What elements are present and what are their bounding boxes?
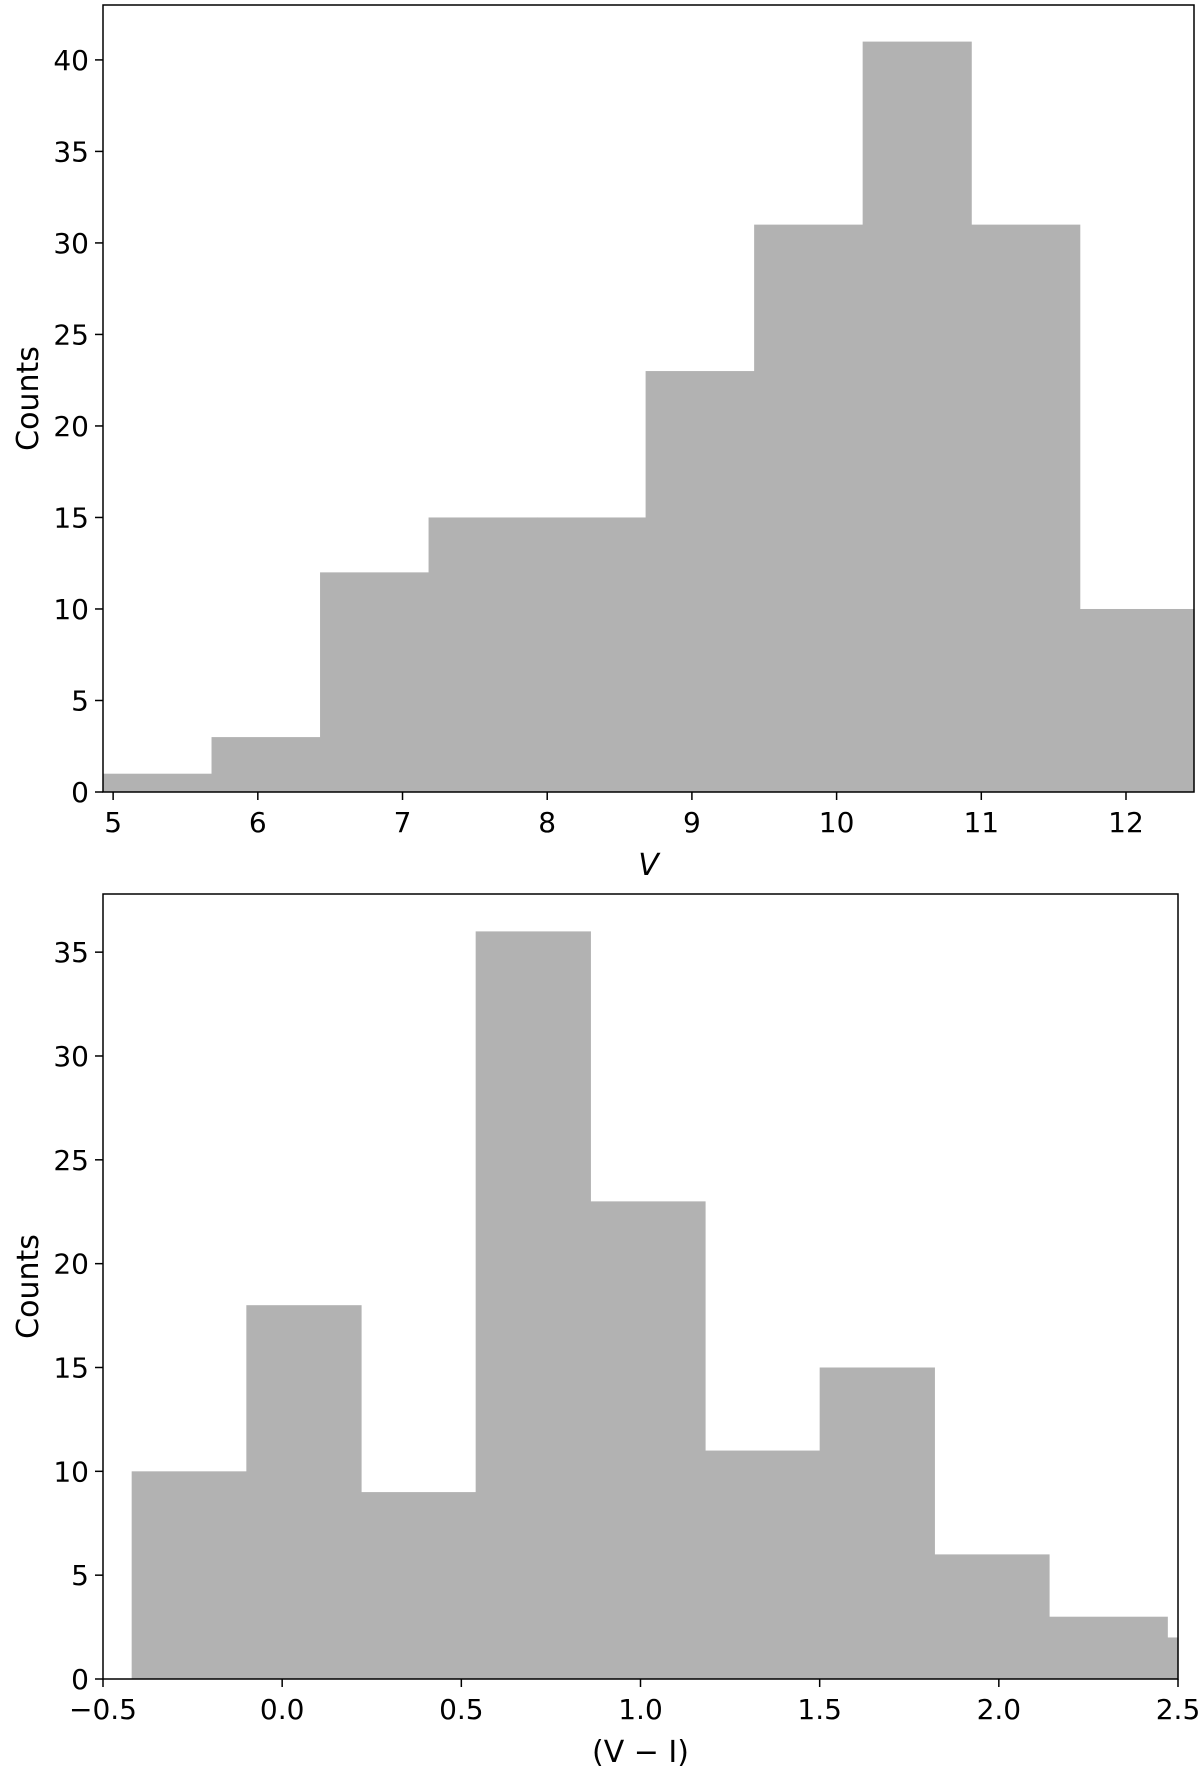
y-tick-label: 15 — [53, 501, 89, 534]
histogram-bar — [211, 737, 321, 792]
y-tick-label: 25 — [53, 318, 89, 351]
y-tick-label: 5 — [71, 684, 89, 717]
histogram-bar — [537, 517, 647, 792]
x-tick-label: −0.5 — [69, 1693, 137, 1726]
histogram-bar — [705, 1450, 821, 1679]
plot-frame — [102, 4, 1195, 793]
y-tick-label: 30 — [53, 1040, 89, 1073]
x-tick-label: 10 — [819, 806, 855, 839]
histogram-bar — [103, 773, 213, 792]
histogram-bar — [1049, 1616, 1168, 1679]
y-tick-label: 35 — [53, 936, 89, 969]
histogram-bar — [131, 1471, 247, 1679]
y-tick-label: 0 — [71, 1663, 89, 1696]
y-axis-label: Counts — [11, 1234, 46, 1339]
x-tick-label: 2.5 — [1156, 1693, 1200, 1726]
y-tick-label: 35 — [53, 135, 89, 168]
histogram-bar — [971, 224, 1081, 792]
x-tick-label: 11 — [963, 806, 999, 839]
histogram-bar — [645, 371, 755, 792]
x-tick-label: 7 — [394, 806, 412, 839]
y-tick-label: 30 — [53, 227, 89, 260]
histogram-bar — [590, 1201, 706, 1679]
x-tick-label: 2.0 — [977, 1693, 1022, 1726]
x-axis-label: (V − I) — [592, 1735, 689, 1770]
y-axis-label: Counts — [11, 346, 46, 451]
histogram-bar — [320, 572, 430, 792]
histogram-bar — [862, 41, 972, 792]
x-tick-label: 0.0 — [260, 1693, 305, 1726]
y-tick-label: 40 — [53, 44, 89, 77]
histogram-bar — [1167, 1637, 1179, 1679]
histogram-bar — [934, 1554, 1050, 1679]
y-tick-label: 10 — [53, 593, 89, 626]
y-tick-label: 20 — [53, 410, 89, 443]
histogram-bar — [361, 1492, 477, 1679]
histogram-bar — [475, 931, 591, 1679]
y-tick-label: 15 — [53, 1351, 89, 1384]
histogram-bar — [428, 517, 538, 792]
x-tick-label: 0.5 — [439, 1693, 484, 1726]
histogram-bar — [819, 1367, 935, 1679]
y-tick-label: 10 — [53, 1455, 89, 1488]
x-tick-label: 5 — [104, 806, 122, 839]
x-tick-label: 1.0 — [618, 1693, 663, 1726]
y-tick-label: 5 — [71, 1559, 89, 1592]
histogram-bar — [754, 224, 864, 792]
x-axis-label: V — [638, 848, 661, 883]
y-tick-label: 25 — [53, 1144, 89, 1177]
y-tick-label: 0 — [71, 776, 89, 809]
y-tick-label: 20 — [53, 1248, 89, 1281]
color-index-histogram: −0.5 0.0 0.5 1.0 1.5 2.0 2.5 0 5 10 15 20 25 30 35 (V −… — [11, 893, 1200, 1770]
x-tick-label: 1.5 — [797, 1693, 842, 1726]
histogram-bar — [1079, 608, 1195, 792]
histogram-bar — [246, 1305, 362, 1679]
x-tick-label: 9 — [683, 806, 701, 839]
x-tick-label: 6 — [249, 806, 267, 839]
x-tick-label: 12 — [1108, 806, 1144, 839]
x-tick-label: 8 — [538, 806, 556, 839]
